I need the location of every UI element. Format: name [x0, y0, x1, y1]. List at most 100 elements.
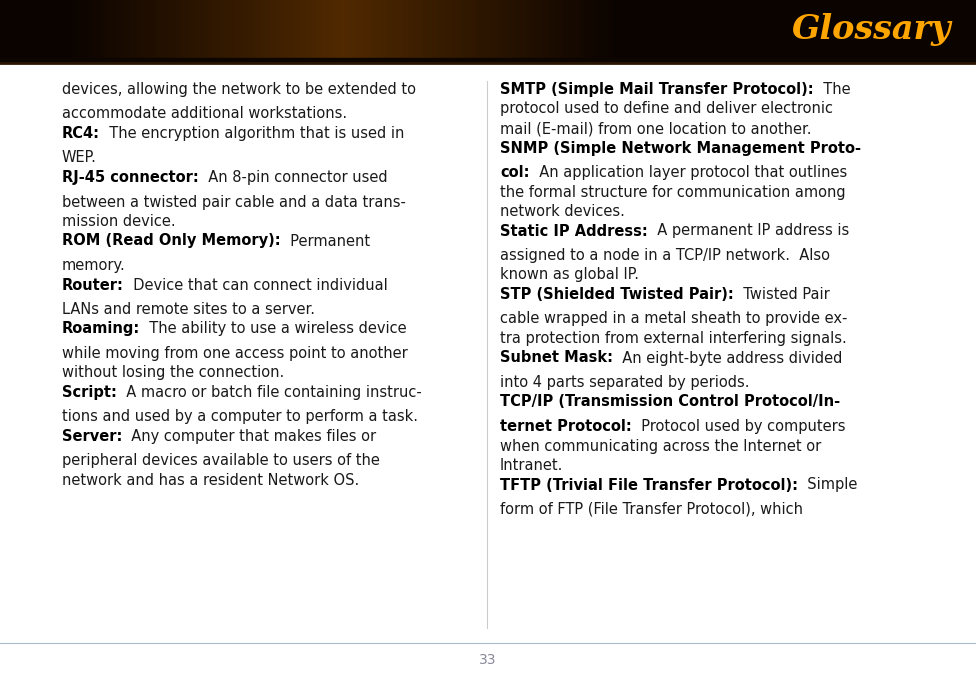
Bar [615, 0, 619, 58]
Bar [866, 0, 870, 58]
Bar [839, 0, 843, 58]
Bar [693, 0, 697, 58]
Text: STP (Shielded Twisted Pair):: STP (Shielded Twisted Pair): [500, 287, 734, 302]
Bar [3, 0, 8, 58]
Bar [520, 0, 525, 58]
Bar [280, 0, 284, 58]
Text: The ability to use a wireless device: The ability to use a wireless device [141, 321, 407, 337]
Bar [852, 0, 857, 58]
Bar [745, 0, 750, 58]
Bar [466, 0, 469, 58]
Bar [384, 0, 388, 58]
Bar [195, 0, 199, 58]
Bar [836, 0, 840, 58]
Bar [351, 0, 355, 58]
Bar [664, 0, 668, 58]
Bar [20, 0, 23, 58]
Bar [202, 0, 206, 58]
Bar [247, 0, 252, 58]
Bar [498, 0, 502, 58]
Bar [715, 0, 720, 58]
Bar [856, 0, 860, 58]
Bar [183, 0, 186, 58]
Bar [163, 0, 167, 58]
Bar [114, 0, 118, 58]
Text: An eight-byte address divided: An eight-byte address divided [613, 350, 842, 365]
Bar [612, 0, 616, 58]
Bar [264, 0, 267, 58]
Text: A macro or batch file containing instruc-: A macro or batch file containing instruc… [117, 385, 422, 400]
Bar [143, 0, 147, 58]
Bar [644, 0, 648, 58]
Bar [75, 0, 79, 58]
Bar [628, 0, 632, 58]
Bar [885, 0, 889, 58]
Bar [215, 0, 219, 58]
Bar [683, 0, 687, 58]
Bar [622, 0, 626, 58]
Bar [791, 0, 794, 58]
Bar [680, 0, 684, 58]
Bar [661, 0, 665, 58]
Bar [592, 0, 596, 58]
Bar [374, 0, 379, 58]
Text: Permanent: Permanent [281, 234, 370, 248]
Bar [244, 0, 248, 58]
Bar [224, 0, 228, 58]
Bar [342, 0, 346, 58]
Bar [530, 0, 535, 58]
Bar [905, 0, 909, 58]
Bar [68, 0, 72, 58]
Bar [540, 0, 545, 58]
Text: Simple: Simple [798, 477, 857, 493]
Bar [283, 0, 287, 58]
Bar [305, 0, 310, 58]
Text: The: The [814, 82, 850, 97]
Bar [407, 0, 411, 58]
Bar [56, 0, 60, 58]
Bar [901, 0, 906, 58]
Bar [332, 0, 336, 58]
Text: RJ-45 connector:: RJ-45 connector: [62, 170, 199, 185]
Bar [78, 0, 82, 58]
Bar [803, 0, 808, 58]
Bar [813, 0, 818, 58]
Bar [641, 0, 645, 58]
Bar [758, 0, 762, 58]
Bar [725, 0, 730, 58]
Bar [0, 0, 4, 58]
Bar [296, 0, 301, 58]
Bar [403, 0, 408, 58]
Text: TFTP (Trivial File Transfer Protocol):: TFTP (Trivial File Transfer Protocol): [500, 477, 798, 493]
Bar [459, 0, 463, 58]
Bar [413, 0, 418, 58]
Bar [797, 0, 801, 58]
Bar [475, 0, 479, 58]
Bar [752, 0, 755, 58]
Bar [393, 0, 398, 58]
Bar [774, 0, 779, 58]
Bar [101, 0, 105, 58]
Text: LANs and remote sites to a server.: LANs and remote sites to a server. [62, 302, 315, 317]
Bar [241, 0, 245, 58]
Bar [378, 0, 382, 58]
Bar [495, 0, 499, 58]
Bar [26, 0, 30, 58]
Text: The encryption algorithm that is used in: The encryption algorithm that is used in [100, 126, 404, 141]
Bar [862, 0, 867, 58]
Bar [449, 0, 453, 58]
Bar [917, 0, 921, 58]
Bar [46, 0, 50, 58]
Text: SNMP (Simple Network Management Proto-: SNMP (Simple Network Management Proto- [500, 140, 861, 155]
Text: SMTP (Simple Mail Transfer Protocol):: SMTP (Simple Mail Transfer Protocol): [500, 82, 814, 97]
Bar [729, 0, 733, 58]
Bar [710, 0, 713, 58]
Bar [36, 0, 40, 58]
Bar [937, 0, 941, 58]
Bar [52, 0, 57, 58]
Bar [830, 0, 834, 58]
Bar [637, 0, 642, 58]
Bar [104, 0, 108, 58]
Bar [781, 0, 785, 58]
Bar [65, 0, 69, 58]
